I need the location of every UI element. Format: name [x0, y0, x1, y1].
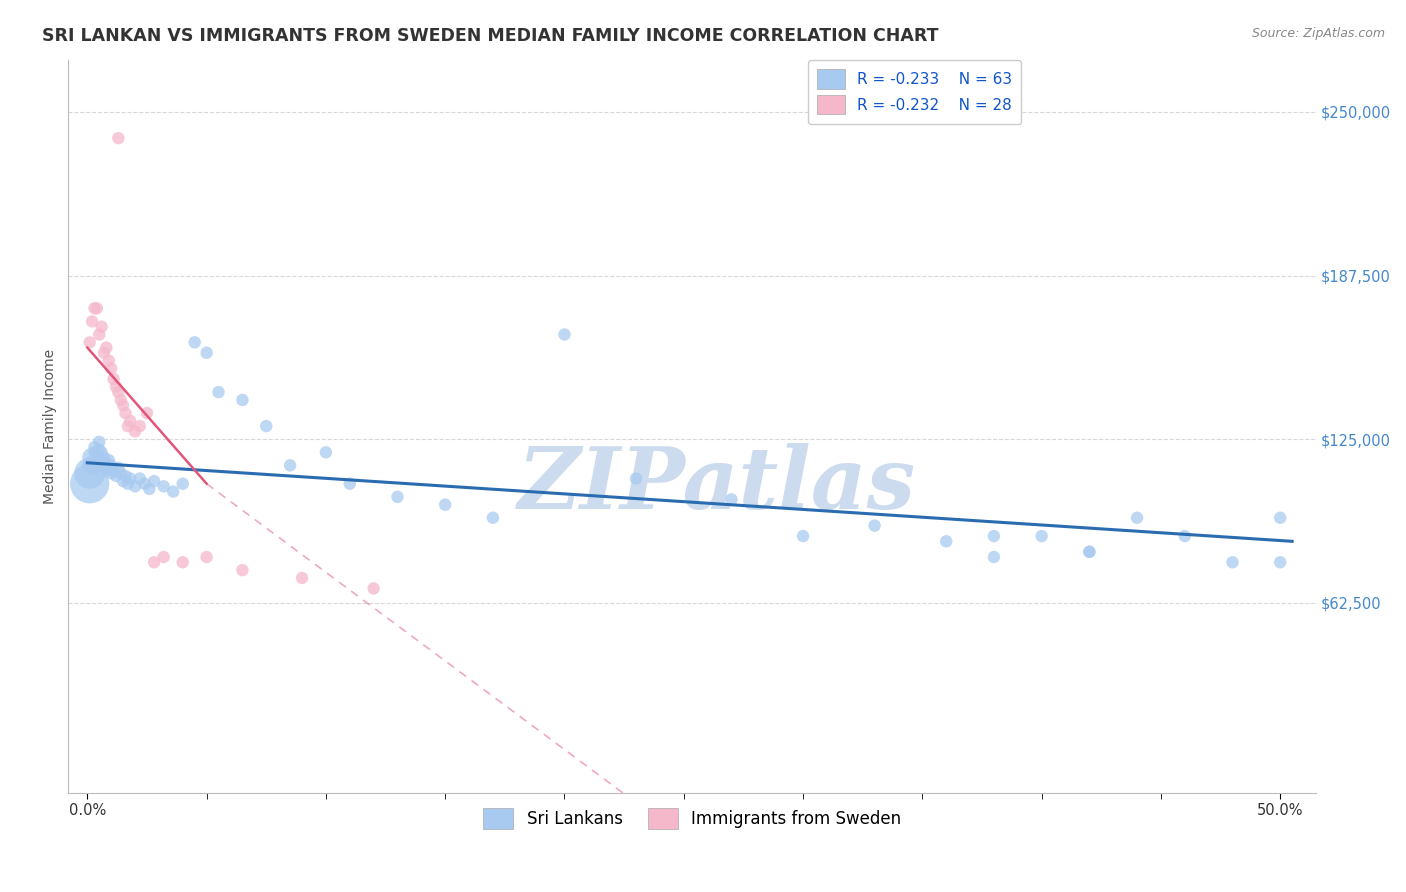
Point	[83, 440, 105, 454]
Point	[254, 419, 277, 434]
Point	[1031, 529, 1053, 543]
Point	[136, 406, 159, 420]
Point	[114, 468, 136, 483]
Point	[80, 314, 103, 328]
Point	[339, 476, 361, 491]
Point	[291, 571, 314, 585]
Point	[195, 549, 218, 564]
Point	[172, 476, 194, 491]
Point	[124, 425, 146, 439]
Point	[720, 492, 742, 507]
Point	[107, 131, 129, 145]
Point	[162, 484, 184, 499]
Point	[79, 476, 101, 491]
Point	[79, 467, 101, 481]
Point	[120, 471, 142, 485]
Point	[110, 467, 132, 481]
Point	[89, 327, 111, 342]
Point	[134, 476, 156, 491]
Point	[80, 458, 103, 473]
Point	[103, 464, 125, 478]
Text: Source: ZipAtlas.com: Source: ZipAtlas.com	[1251, 27, 1385, 40]
Point	[86, 301, 108, 316]
Point	[107, 461, 129, 475]
Point	[117, 419, 139, 434]
Point	[112, 398, 135, 412]
Point	[387, 490, 409, 504]
Text: ZIPatlas: ZIPatlas	[517, 443, 917, 526]
Point	[97, 453, 120, 467]
Point	[97, 353, 120, 368]
Point	[863, 518, 886, 533]
Point	[79, 335, 101, 350]
Point	[89, 434, 111, 449]
Point	[90, 453, 112, 467]
Point	[138, 482, 160, 496]
Point	[172, 555, 194, 569]
Point	[100, 467, 122, 481]
Point	[1174, 529, 1197, 543]
Point	[152, 549, 174, 564]
Point	[231, 563, 253, 577]
Point	[110, 392, 132, 407]
Point	[124, 479, 146, 493]
Point	[90, 445, 112, 459]
Point	[114, 406, 136, 420]
Point	[1270, 510, 1292, 524]
Point	[103, 372, 125, 386]
Point	[96, 456, 118, 470]
Point	[363, 582, 385, 596]
Point	[93, 458, 115, 473]
Point	[96, 341, 118, 355]
Point	[96, 464, 118, 478]
Point	[83, 301, 105, 316]
Point	[1078, 545, 1101, 559]
Point	[983, 529, 1005, 543]
Point	[120, 414, 142, 428]
Point	[93, 346, 115, 360]
Point	[86, 448, 108, 462]
Point	[93, 450, 115, 465]
Point	[89, 442, 111, 457]
Point	[1078, 545, 1101, 559]
Point	[1126, 510, 1149, 524]
Point	[100, 361, 122, 376]
Point	[553, 327, 575, 342]
Point	[104, 468, 127, 483]
Point	[80, 450, 103, 465]
Y-axis label: Median Family Income: Median Family Income	[44, 349, 58, 504]
Point	[315, 445, 337, 459]
Point	[231, 392, 253, 407]
Point	[128, 471, 150, 485]
Point	[90, 319, 112, 334]
Point	[183, 335, 205, 350]
Point	[97, 461, 120, 475]
Point	[128, 419, 150, 434]
Point	[1270, 555, 1292, 569]
Point	[104, 380, 127, 394]
Point	[624, 471, 647, 485]
Point	[143, 555, 166, 569]
Point	[207, 385, 229, 400]
Point	[935, 534, 957, 549]
Point	[143, 474, 166, 488]
Point	[152, 479, 174, 493]
Point	[117, 476, 139, 491]
Point	[86, 456, 108, 470]
Point	[434, 498, 457, 512]
Point	[112, 474, 135, 488]
Point	[100, 458, 122, 473]
Point	[792, 529, 814, 543]
Text: SRI LANKAN VS IMMIGRANTS FROM SWEDEN MEDIAN FAMILY INCOME CORRELATION CHART: SRI LANKAN VS IMMIGRANTS FROM SWEDEN MED…	[42, 27, 939, 45]
Point	[983, 549, 1005, 564]
Point	[83, 445, 105, 459]
Point	[278, 458, 301, 473]
Point	[482, 510, 505, 524]
Legend: Sri Lankans, Immigrants from Sweden: Sri Lankans, Immigrants from Sweden	[477, 801, 908, 836]
Point	[195, 346, 218, 360]
Point	[107, 385, 129, 400]
Point	[1222, 555, 1244, 569]
